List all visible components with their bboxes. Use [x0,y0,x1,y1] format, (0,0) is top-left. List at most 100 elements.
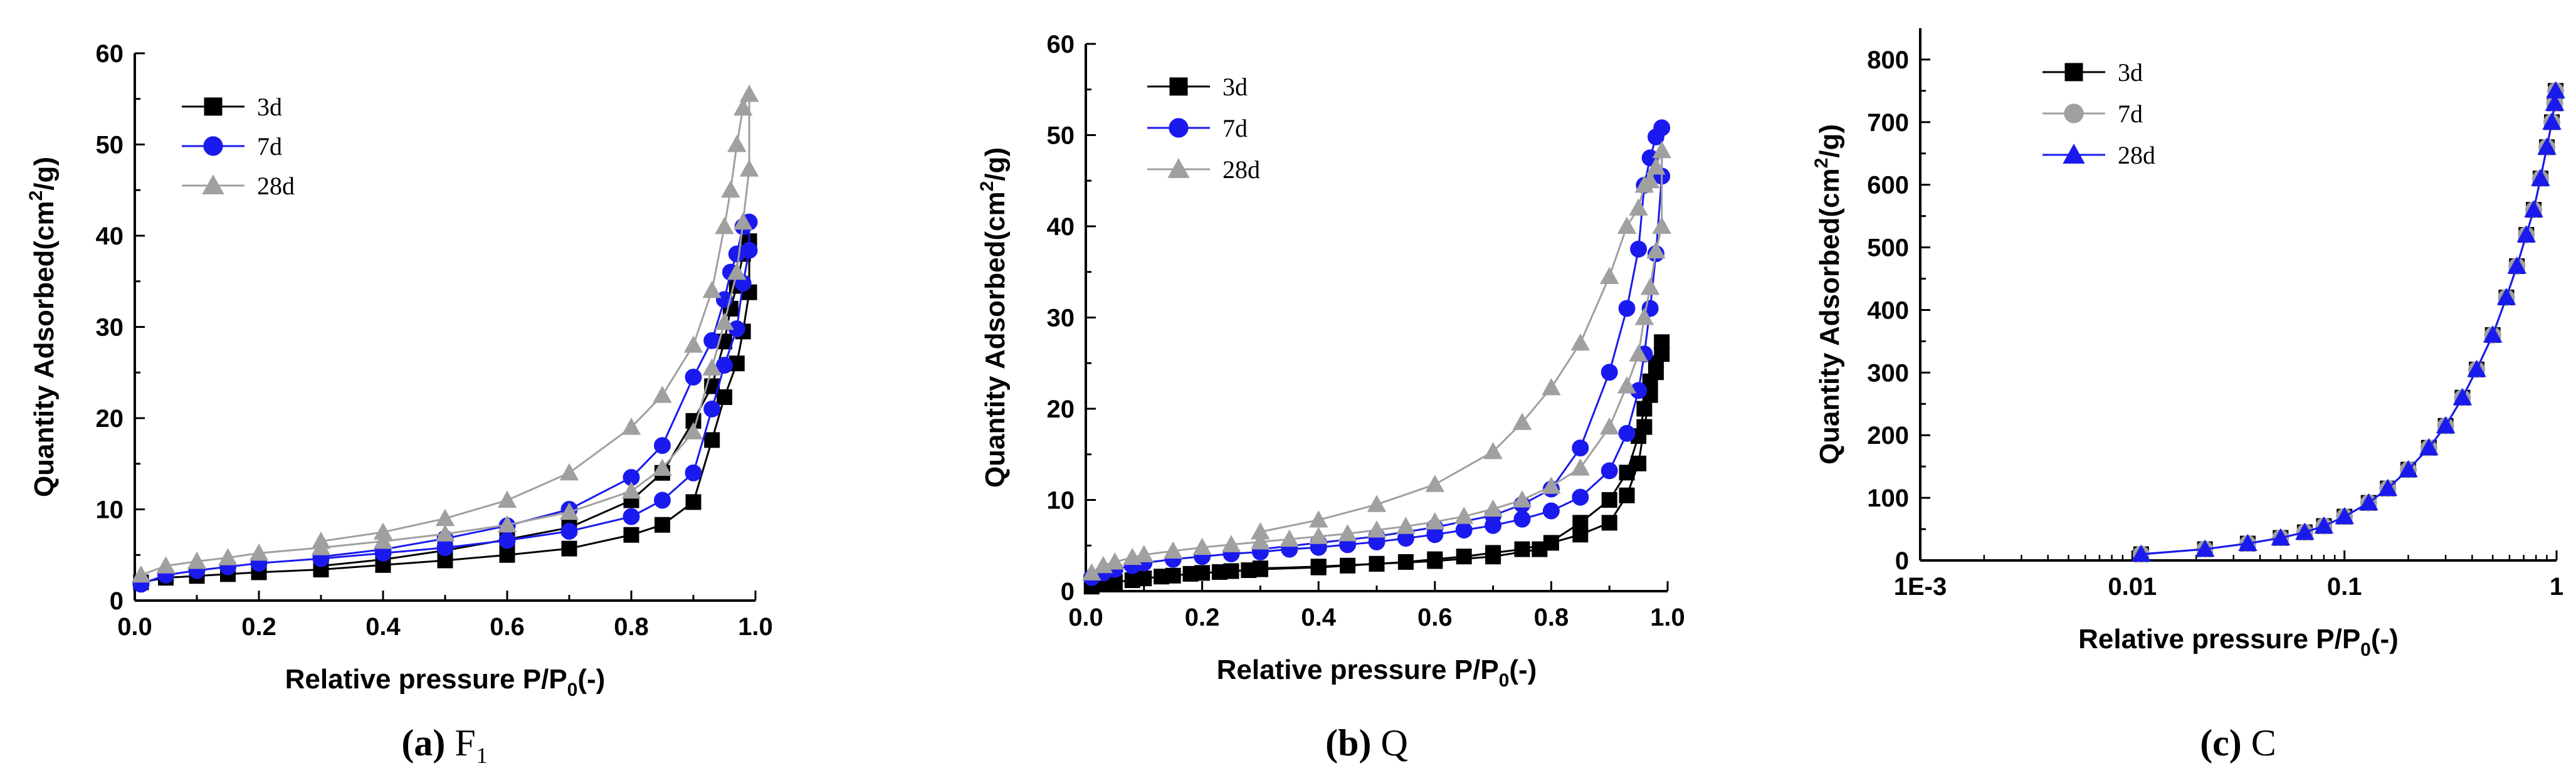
x-axis-label-main: Relative pressure P/P [2078,624,2360,654]
data-point-28d [2314,516,2334,534]
data-point-28d [2531,169,2550,186]
x-axis-label-tail: (-) [1509,654,1537,685]
y-tick-label: 20 [96,405,124,433]
data-point-28d [1454,507,1474,524]
legend-marker-3d [1169,77,1188,96]
data-point-28d [1512,490,1532,508]
data-point-3d [1532,541,1548,557]
x-tick-label: 0.0 [1068,604,1103,631]
y-tick-label: 600 [1867,172,1909,199]
y-tick-label: 50 [1047,122,1075,150]
data-point-28d [1512,413,1532,430]
data-point-7d [1513,510,1531,528]
data-point-28d [2507,256,2526,274]
data-point-28d [2545,93,2565,111]
data-point-3d [1636,401,1653,417]
data-point-28d [739,85,759,102]
y-axis-label-main: Quantity Adsorbed(cm [980,191,1011,488]
legend-marker-28d [1167,158,1190,178]
data-point-3d [1654,334,1670,350]
data-point-28d [2335,507,2354,525]
data-point-28d [156,556,176,574]
legend-marker-28d [2063,144,2085,164]
data-point-28d [435,524,455,542]
legend-marker-7d [2064,103,2084,123]
data-point-3d [1572,515,1589,531]
x-axis-label-tail: (-) [2371,624,2399,654]
x-tick-label: 0.6 [1417,604,1453,631]
x-tick-label: 1E-3 [1894,573,1947,601]
x-axis-label-sub: 0 [567,680,578,700]
data-point-7d [623,508,640,525]
data-point-3d [704,432,720,448]
data-point-28d [373,531,393,549]
series-line-28d [2141,90,2557,555]
data-point-28d [131,565,151,583]
data-point-7d [1601,364,1618,381]
data-point-28d [1646,241,1666,259]
data-point-7d [728,245,745,263]
y-axis-label: Quantity Adsorbed(cm2/g) [26,157,60,497]
chart-caption: (b) Q [1325,722,1408,764]
y-tick-label: 60 [1047,31,1075,58]
x-axis-label-main: Relative pressure P/P [1217,654,1499,685]
data-point-28d [1367,495,1387,512]
data-point-3d [499,547,515,563]
legend-label-7d: 7d [2118,100,2143,128]
legend-label-7d: 7d [1222,114,1248,142]
y-tick-label: 10 [1047,487,1075,515]
caption-letter: (b) [1325,722,1371,764]
caption-name: C [2242,722,2276,764]
data-point-28d [1617,216,1637,234]
data-point-3d [1310,559,1327,575]
data-point-28d [683,422,703,439]
data-point-28d [1308,527,1328,544]
data-point-28d [715,217,734,234]
data-point-28d [653,386,672,403]
data-point-28d [1599,266,1619,285]
y-tick-label: 300 [1867,359,1909,387]
data-point-28d [435,508,455,527]
data-point-28d [683,335,703,353]
data-point-3d [1136,570,1152,587]
data-point-28d [1221,535,1241,552]
legend-marker-3d [204,97,223,116]
legend-label-3d: 3d [1222,73,1248,101]
y-tick-label: 60 [96,40,124,68]
data-point-3d [1165,567,1181,584]
data-point-3d [1223,563,1239,579]
data-point-28d [1646,157,1666,175]
data-point-28d [373,522,393,540]
data-point-28d [2436,416,2456,434]
data-point-28d [2195,539,2215,557]
data-point-28d [702,358,722,376]
legend-label-7d: 7d [257,132,282,160]
y-tick-label: 20 [1047,396,1075,423]
data-point-3d [623,527,639,543]
data-point-28d [2542,112,2562,130]
data-point-28d [715,312,734,330]
caption-name: Q [1372,722,1408,764]
y-tick-label: 40 [1047,213,1075,241]
x-tick-label: 0.8 [614,613,649,641]
y-axis-label-sup: 2 [1811,158,1832,169]
data-point-3d [1619,465,1635,481]
data-point-28d [2546,81,2565,98]
data-point-28d [727,135,747,152]
data-point-28d [1570,333,1590,351]
x-axis-label: Relative pressure P/P0(-) [1217,654,1537,691]
data-point-3d [1514,541,1530,557]
y-tick-label: 50 [96,132,124,159]
data-point-28d [559,463,579,481]
data-point-28d [1308,510,1328,528]
data-point-7d [654,491,671,509]
data-point-28d [2524,200,2543,218]
y-axis-label-main: Quantity Adsorbed(cm [1814,168,1845,465]
data-point-28d [2295,522,2315,540]
data-point-28d [739,159,759,177]
data-point-7d [1618,424,1636,442]
y-axis-label-sup: 2 [977,181,997,192]
